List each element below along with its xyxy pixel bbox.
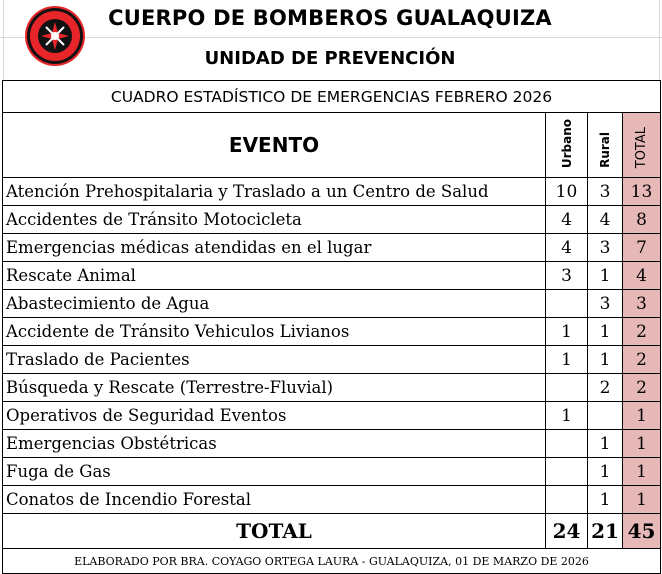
total-cell: 1 <box>622 429 661 458</box>
rural-cell: 2 <box>587 373 623 402</box>
footer-credit: ELABORADO POR BRA. COYAGO ORTEGA LAURA -… <box>2 548 661 574</box>
total-cell: 2 <box>622 345 661 374</box>
event-cell: Emergencias médicas atendidas en el luga… <box>2 233 546 262</box>
total-cell: 1 <box>622 401 661 430</box>
rural-cell: 3 <box>587 233 623 262</box>
urbano-cell <box>545 429 588 458</box>
total-cell: 7 <box>622 233 661 262</box>
event-cell: Fuga de Gas <box>2 457 546 486</box>
urbano-cell <box>545 485 588 514</box>
table-row: Emergencias médicas atendidas en el luga… <box>2 233 661 262</box>
total-urbano: 24 <box>545 513 588 549</box>
urbano-cell: 1 <box>545 345 588 374</box>
urbano-cell: 4 <box>545 233 588 262</box>
urbano-cell: 1 <box>545 401 588 430</box>
table-row: Abastecimiento de Agua 3 3 <box>2 289 661 318</box>
event-cell: Accidente de Tránsito Vehiculos Livianos <box>2 317 546 346</box>
event-cell: Atención Prehospitalaria y Traslado a un… <box>2 177 546 206</box>
total-cell: 8 <box>622 205 661 234</box>
event-cell: Traslado de Pacientes <box>2 345 546 374</box>
table-row: Rescate Animal 3 1 4 <box>2 261 661 290</box>
table-row: Accidente de Tránsito Vehiculos Livianos… <box>2 317 661 346</box>
event-cell: Rescate Animal <box>2 261 546 290</box>
table-row: Conatos de Incendio Forestal 1 1 <box>2 485 661 514</box>
event-cell: Abastecimiento de Agua <box>2 289 546 318</box>
rural-cell <box>587 401 623 430</box>
total-total: 45 <box>622 513 661 549</box>
urbano-cell: 10 <box>545 177 588 206</box>
total-label: TOTAL <box>2 513 546 549</box>
total-cell: 2 <box>622 373 661 402</box>
event-cell: Operativos de Seguridad Eventos <box>2 401 546 430</box>
total-cell: 2 <box>622 317 661 346</box>
bomberos-logo <box>25 6 85 66</box>
event-cell: Accidentes de Tránsito Motocicleta <box>2 205 546 234</box>
table-row: Emergencias Obstétricas 1 1 <box>2 429 661 458</box>
rural-cell: 1 <box>587 345 623 374</box>
rural-cell: 1 <box>587 457 623 486</box>
table-title: CUADRO ESTADÍSTICO DE EMERGENCIAS FEBRER… <box>2 80 661 113</box>
total-cell: 1 <box>622 457 661 486</box>
unit-title: UNIDAD DE PREVENCIÓN <box>204 48 456 69</box>
event-cell: Emergencias Obstétricas <box>2 429 546 458</box>
table-row: Traslado de Pacientes 1 1 2 <box>2 345 661 374</box>
urbano-cell: 3 <box>545 261 588 290</box>
event-cell: Conatos de Incendio Forestal <box>2 485 546 514</box>
total-cell: 4 <box>622 261 661 290</box>
rural-cell: 3 <box>587 289 623 318</box>
urbano-cell <box>545 373 588 402</box>
table-row: Fuga de Gas 1 1 <box>2 457 661 486</box>
gridline <box>659 0 660 80</box>
rural-cell: 1 <box>587 485 623 514</box>
total-rural: 21 <box>587 513 623 549</box>
rural-cell: 1 <box>587 261 623 290</box>
total-cell: 3 <box>622 289 661 318</box>
table-row: Operativos de Seguridad Eventos 1 1 <box>2 401 661 430</box>
org-title: CUERPO DE BOMBEROS GUALAQUIZA <box>108 6 552 30</box>
urbano-cell: 4 <box>545 205 588 234</box>
gridline <box>3 0 4 80</box>
rural-cell: 4 <box>587 205 623 234</box>
gridline <box>0 37 662 38</box>
emergency-stats-table: CUADRO ESTADÍSTICO DE EMERGENCIAS FEBRER… <box>2 80 661 574</box>
rural-cell: 1 <box>587 429 623 458</box>
header-evento: EVENTO <box>2 112 546 178</box>
rural-cell: 3 <box>587 177 623 206</box>
urbano-cell <box>545 289 588 318</box>
table-row: Accidentes de Tránsito Motocicleta 4 4 8 <box>2 205 661 234</box>
header-urbano: Urbano <box>545 112 588 178</box>
header-rural: Rural <box>587 112 623 178</box>
event-cell: Búsqueda y Rescate (Terrestre-Fluvial) <box>2 373 546 402</box>
urbano-cell <box>545 457 588 486</box>
total-cell: 1 <box>622 485 661 514</box>
table-row: Búsqueda y Rescate (Terrestre-Fluvial) 2 2 <box>2 373 661 402</box>
header-total: TOTAL <box>622 112 661 178</box>
total-cell: 13 <box>622 177 661 206</box>
rural-cell: 1 <box>587 317 623 346</box>
urbano-cell: 1 <box>545 317 588 346</box>
table-row: Atención Prehospitalaria y Traslado a un… <box>2 177 661 206</box>
